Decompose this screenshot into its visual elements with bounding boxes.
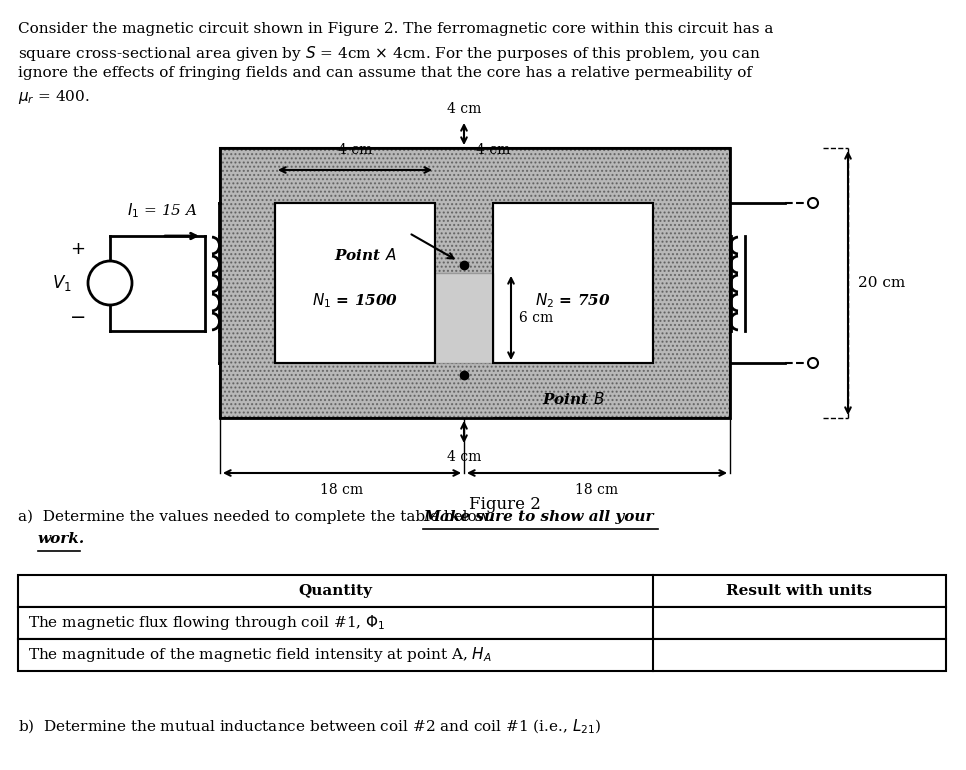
Circle shape xyxy=(88,261,132,305)
Text: $N_1$ = 1500: $N_1$ = 1500 xyxy=(312,292,398,310)
Text: 20 cm: 20 cm xyxy=(858,276,905,290)
Text: 4 cm: 4 cm xyxy=(447,450,481,464)
Text: square cross-sectional area given by $S$ = 4cm $\times$ 4cm. For the purposes of: square cross-sectional area given by $S$… xyxy=(18,44,761,63)
Text: The magnetic flux flowing through coil #1, $\Phi_1$: The magnetic flux flowing through coil #… xyxy=(28,614,385,632)
Text: Figure 2: Figure 2 xyxy=(469,496,541,513)
Text: $I_1$ = 15 A: $I_1$ = 15 A xyxy=(127,201,197,220)
Bar xyxy=(275,203,435,363)
Text: −: − xyxy=(70,308,86,327)
Bar xyxy=(493,203,653,363)
Bar xyxy=(275,203,435,363)
Bar xyxy=(18,575,946,607)
Text: a)  Determine the values needed to complete the table below.: a) Determine the values needed to comple… xyxy=(18,510,497,524)
Text: Result with units: Result with units xyxy=(726,584,872,598)
Text: Point $A$: Point $A$ xyxy=(333,247,396,263)
Text: 18 cm: 18 cm xyxy=(576,483,618,497)
Text: b)  Determine the mutual inductance between coil #2 and coil #1 (i.e., $L_{21}$): b) Determine the mutual inductance betwe… xyxy=(18,718,601,736)
Text: 4 cm: 4 cm xyxy=(447,102,481,116)
Bar xyxy=(493,203,653,363)
Bar xyxy=(220,148,730,418)
Bar xyxy=(435,273,493,363)
Text: +: + xyxy=(71,240,86,258)
Text: 6 cm: 6 cm xyxy=(519,311,554,325)
Circle shape xyxy=(808,358,818,368)
Text: Consider the magnetic circuit shown in Figure 2. The ferromagnetic core within t: Consider the magnetic circuit shown in F… xyxy=(18,22,774,36)
Bar xyxy=(435,148,493,273)
Bar xyxy=(18,639,946,671)
Bar xyxy=(220,148,730,418)
Circle shape xyxy=(808,198,818,208)
Text: Make sure to show all your: Make sure to show all your xyxy=(423,510,654,524)
Text: 18 cm: 18 cm xyxy=(321,483,363,497)
Bar xyxy=(435,363,493,418)
Bar xyxy=(435,148,493,273)
Text: $\mu_r$ = 400.: $\mu_r$ = 400. xyxy=(18,88,90,106)
Text: 4 cm: 4 cm xyxy=(476,143,510,157)
Text: The magnitude of the magnetic field intensity at point A, $H_A$: The magnitude of the magnetic field inte… xyxy=(28,645,492,665)
Text: $V_1$: $V_1$ xyxy=(52,273,71,293)
Text: 4 cm: 4 cm xyxy=(338,143,372,157)
Text: Point $B$: Point $B$ xyxy=(542,391,605,407)
Bar xyxy=(220,148,730,418)
Text: Quantity: Quantity xyxy=(298,584,372,598)
Text: ignore the effects of fringing fields and can assume that the core has a relativ: ignore the effects of fringing fields an… xyxy=(18,66,752,80)
Bar xyxy=(435,363,493,418)
Bar xyxy=(18,607,946,639)
Text: $N_2$ = 750: $N_2$ = 750 xyxy=(535,292,611,310)
Text: work.: work. xyxy=(38,532,85,546)
